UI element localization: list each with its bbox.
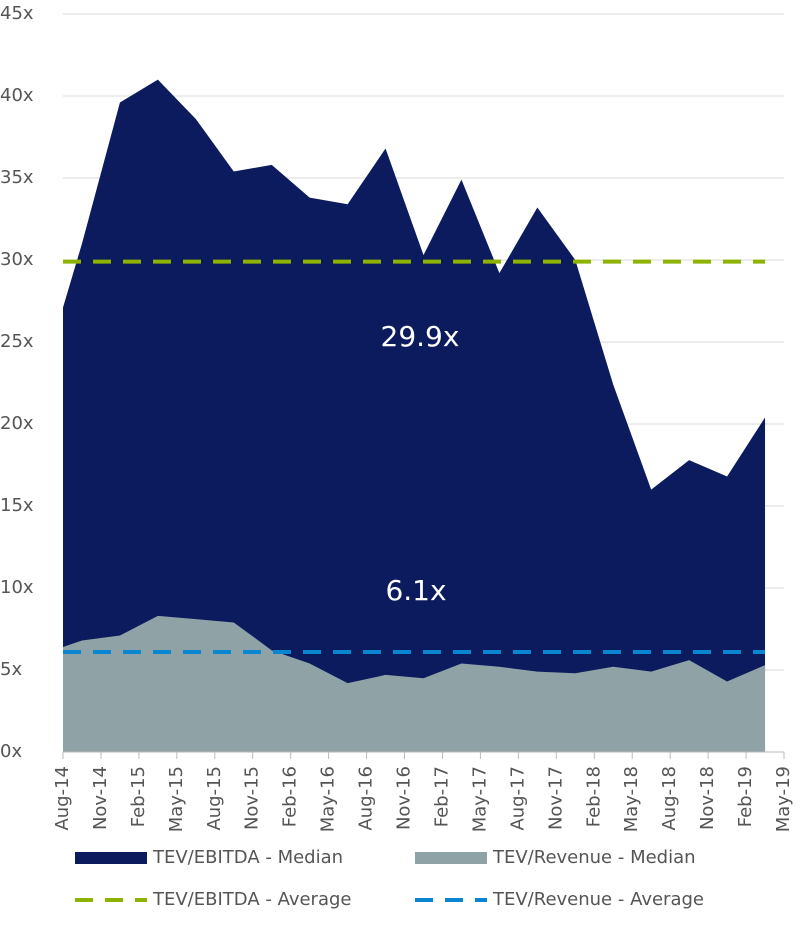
x-tick-label: Aug-15: [204, 766, 225, 831]
x-tick-label: Nov-18: [697, 766, 718, 830]
x-tick-label: May-15: [166, 766, 187, 832]
area: [63, 79, 766, 753]
y-tick-label: 45x: [0, 3, 34, 24]
x-tick-label: Feb-19: [735, 766, 756, 827]
legend-label: TEV/Revenue - Average: [492, 889, 704, 910]
x-tick-label: May-18: [621, 766, 642, 832]
x-tick-label: Aug-17: [507, 766, 528, 831]
x-tick-label: May-17: [469, 766, 490, 832]
x-tick-label: Nov-17: [545, 766, 566, 830]
x-tick-label: Feb-17: [431, 766, 452, 827]
y-tick-label: 0x: [0, 741, 22, 762]
legend-swatch: [415, 852, 487, 864]
area: [63, 615, 766, 752]
legend-label: TEV/EBITDA - Average: [152, 889, 351, 910]
y-tick-label: 20x: [0, 413, 34, 434]
y-tick-label: 10x: [0, 577, 34, 598]
legend-label: TEV/Revenue - Median: [492, 847, 696, 868]
annotation: 6.1x: [385, 574, 446, 607]
y-tick-label: 15x: [0, 495, 34, 516]
y-tick-label: 25x: [0, 331, 34, 352]
legend-swatch: [75, 852, 147, 864]
x-tick-label: Feb-18: [583, 766, 604, 827]
y-tick-label: 5x: [0, 659, 22, 680]
x-tick-label: May-16: [318, 766, 339, 832]
y-tick-label: 35x: [0, 167, 34, 188]
x-tick-label: Aug-16: [356, 766, 377, 831]
legend-label: TEV/EBITDA - Median: [152, 847, 343, 868]
y-tick-label: 30x: [0, 249, 34, 270]
x-tick-label: Aug-18: [659, 766, 680, 831]
x-tick-label: Nov-16: [394, 766, 415, 830]
x-tick-label: Feb-16: [280, 766, 301, 827]
y-tick-label: 40x: [0, 85, 34, 106]
x-tick-label: Aug-14: [52, 766, 73, 831]
x-tick-label: Nov-14: [90, 766, 111, 830]
x-tick-label: May-19: [773, 766, 794, 832]
x-tick-label: Nov-15: [242, 766, 263, 830]
annotation: 29.9x: [381, 320, 460, 353]
x-tick-label: Feb-15: [128, 766, 149, 827]
